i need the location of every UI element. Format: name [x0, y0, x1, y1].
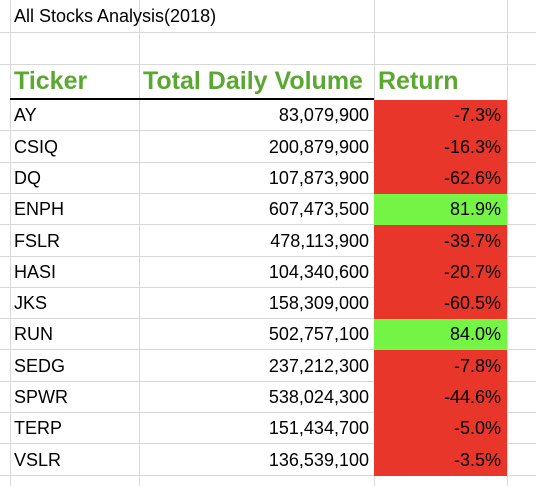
row-gridline	[507, 256, 536, 257]
volume-cell[interactable]: 200,879,900	[268, 136, 369, 157]
row-gridline	[507, 475, 536, 476]
row-gridline	[507, 443, 536, 444]
volume-cell[interactable]: 104,340,600	[268, 262, 369, 282]
ticker-cell[interactable]: DQ	[14, 168, 41, 188]
ticker-cell[interactable]: RUN	[14, 324, 53, 344]
row-gridline	[507, 381, 536, 382]
header-return-cell[interactable]: Return	[378, 67, 459, 95]
ticker-cell[interactable]: HASI	[14, 262, 57, 282]
row-gridline	[507, 318, 536, 319]
volume-cell[interactable]: 151,434,700	[268, 418, 369, 438]
row-gridline	[0, 130, 374, 131]
row-gridline	[0, 287, 374, 288]
volume-cell[interactable]: 136,539,100	[268, 449, 369, 470]
volume-cell[interactable]: 607,473,500	[268, 199, 369, 219]
volume-cell[interactable]: 478,113,900	[270, 230, 369, 251]
row-gridline	[507, 412, 536, 413]
volume-cell[interactable]: 158,309,000	[268, 293, 369, 313]
row-gridline	[507, 162, 536, 163]
row-gridline	[0, 349, 374, 350]
return-cell[interactable]: -7.8%	[374, 350, 507, 382]
row-gridline	[0, 256, 374, 257]
row-gridline	[507, 130, 536, 131]
ticker-cell[interactable]: VSLR	[14, 449, 62, 470]
row-gridline	[507, 287, 536, 288]
ticker-cell[interactable]: JKS	[14, 293, 48, 313]
return-cell[interactable]: -16.3%	[374, 131, 507, 163]
volume-cell[interactable]: 502,757,100	[268, 324, 369, 344]
row-gridline	[507, 224, 536, 225]
return-cell[interactable]: -5.0%	[374, 413, 507, 444]
row-gridline	[0, 443, 374, 444]
row-gridline	[0, 412, 374, 413]
header-ticker-cell[interactable]: Ticker	[14, 67, 88, 95]
column-gridline	[139, 0, 140, 486]
ticker-cell[interactable]: ENPH	[14, 199, 65, 219]
volume-cell[interactable]: 83,079,900	[278, 105, 369, 125]
header-volume-cell[interactable]: Total Daily Volume	[143, 67, 363, 95]
row-gridline	[0, 381, 374, 382]
return-cell[interactable]: -20.7%	[374, 257, 507, 288]
header-bottom-border	[10, 98, 374, 100]
sheet-title-cell[interactable]: All Stocks Analysis(2018)	[14, 5, 217, 26]
row-gridline	[507, 349, 536, 350]
ticker-cell[interactable]: AY	[14, 105, 37, 125]
row-gridline	[0, 64, 536, 65]
return-cell[interactable]: 81.9%	[374, 194, 507, 225]
ticker-cell[interactable]: FSLR	[14, 230, 61, 251]
return-cell[interactable]: -60.5%	[374, 288, 507, 319]
ticker-cell[interactable]: CSIQ	[14, 136, 59, 157]
volume-cell[interactable]: 538,024,300	[268, 387, 369, 407]
ticker-cell[interactable]: TERP	[14, 418, 63, 438]
row-gridline	[0, 162, 374, 163]
row-gridline	[0, 32, 536, 33]
return-cell[interactable]: 84.0%	[374, 319, 507, 350]
row-gridline	[0, 475, 374, 476]
volume-cell[interactable]: 237,212,300	[268, 355, 369, 376]
return-cell[interactable]: -62.6%	[374, 163, 507, 194]
ticker-cell[interactable]: SEDG	[14, 355, 66, 376]
return-cell[interactable]: -3.5%	[374, 444, 507, 476]
row-gridline	[0, 318, 374, 319]
row-gridline	[0, 224, 374, 225]
return-cell[interactable]: -7.3%	[374, 100, 507, 131]
row-gridline	[507, 193, 536, 194]
return-cell[interactable]: -44.6%	[374, 382, 507, 413]
ticker-cell[interactable]: SPWR	[14, 387, 68, 407]
return-cell[interactable]: -39.7%	[374, 225, 507, 257]
column-gridline	[507, 0, 508, 486]
row-gridline	[0, 193, 374, 194]
volume-cell[interactable]: 107,873,900	[268, 168, 369, 188]
column-gridline	[10, 0, 11, 486]
